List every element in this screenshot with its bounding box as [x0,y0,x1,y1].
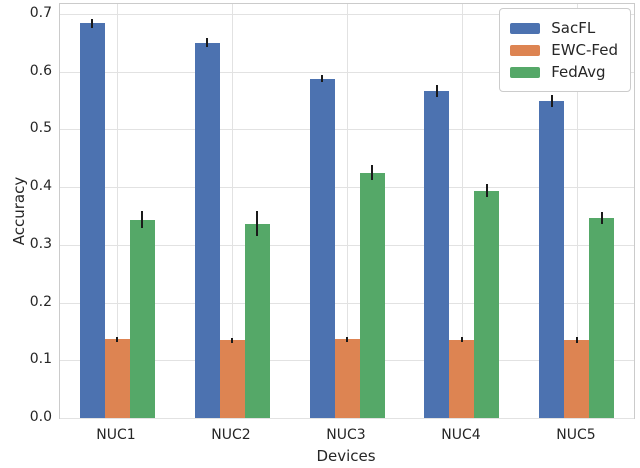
legend-swatch-fedavg [510,66,541,78]
error-bar [486,184,488,197]
y-tick-label: 0.6 [29,63,52,79]
y-tick-label: 0.5 [29,120,52,136]
bar-fedavg-nuc4 [474,191,499,418]
gridline-horizontal [60,245,634,246]
gridline-vertical [462,4,463,418]
gridline-horizontal [60,129,634,130]
bar-sacfl-nuc4 [424,91,449,418]
legend-item-ewc-fed: EWC-Fed [510,41,618,59]
error-bar [551,95,553,107]
bar-ewc-fed-nuc2 [220,340,245,418]
gridline-vertical [117,4,118,418]
bar-fedavg-nuc3 [360,173,385,418]
x-tick-label-nuc3: NUC3 [326,427,366,443]
y-tick-label: 0.3 [29,236,52,252]
error-bar [321,75,323,82]
gridline-horizontal [60,303,634,304]
error-bar [576,337,578,343]
error-bar [116,337,118,342]
bar-sacfl-nuc3 [310,79,335,418]
legend-label-fedavg: FedAvg [551,63,606,81]
legend-swatch-sacfl [510,22,541,34]
x-tick-label-nuc2: NUC2 [211,427,251,443]
x-axis-label: Devices [316,447,376,465]
bar-ewc-fed-nuc1 [105,339,130,418]
gridline-vertical [577,4,578,418]
x-tick-label-nuc4: NUC4 [441,427,481,443]
error-bar [256,211,258,236]
bar-fedavg-nuc2 [245,224,270,418]
y-tick-label: 0.4 [29,178,52,194]
error-bar [461,337,463,342]
error-bar [346,337,348,342]
error-bar [436,85,438,97]
gridline-horizontal [60,187,634,188]
legend-label-ewc-fed: EWC-Fed [551,41,618,59]
x-tick-label-nuc1: NUC1 [96,427,136,443]
x-tick-label-nuc5: NUC5 [556,427,596,443]
y-tick-label: 0.2 [29,294,52,310]
bar-sacfl-nuc2 [195,43,220,418]
legend-swatch-ewc-fed [510,44,541,56]
gridline-vertical [347,4,348,418]
legend-label-sacfl: SacFL [551,19,596,37]
error-bar [231,338,233,343]
gridline-horizontal [60,14,634,15]
bar-fedavg-nuc5 [589,218,614,418]
bar-sacfl-nuc1 [80,23,105,418]
legend-item-sacfl: SacFL [510,19,618,37]
error-bar [601,212,603,224]
y-tick-label: 0.1 [29,351,52,367]
legend: SacFL EWC-Fed FedAvg [499,8,631,92]
y-tick-label: 0.7 [29,5,52,21]
bar-ewc-fed-nuc4 [449,340,474,418]
legend-item-fedavg: FedAvg [510,63,618,81]
y-tick-label: 0.0 [29,409,52,425]
gridline-horizontal [60,72,634,73]
error-bar [206,38,208,47]
gridline-vertical [232,4,233,418]
bar-fedavg-nuc1 [130,220,155,418]
bar-ewc-fed-nuc3 [335,339,360,418]
gridline-horizontal [60,418,634,419]
error-bar [371,165,373,180]
error-bar [141,211,143,228]
error-bar [91,19,93,28]
bar-ewc-fed-nuc5 [564,340,589,418]
bar-sacfl-nuc5 [539,101,564,418]
